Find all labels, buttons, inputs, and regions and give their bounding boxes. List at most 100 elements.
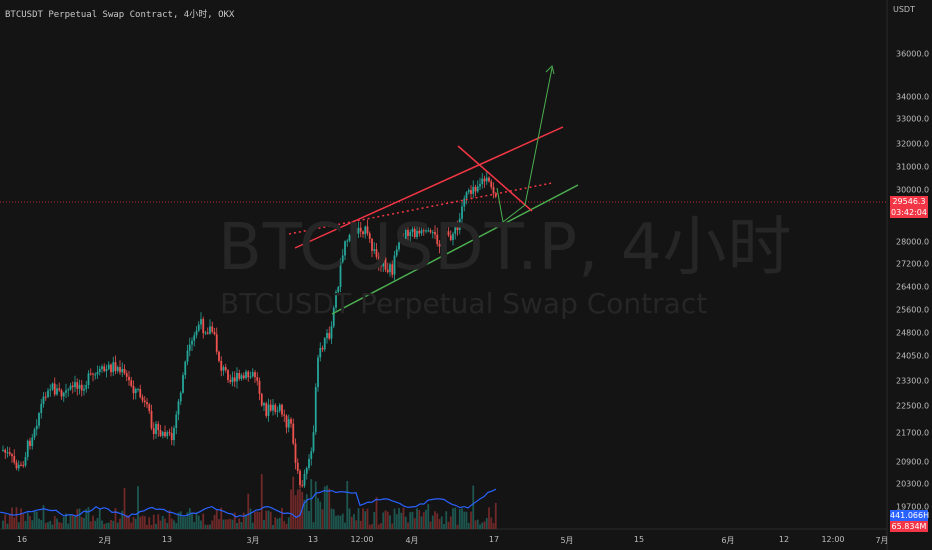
candle	[112, 362, 115, 373]
candle	[427, 230, 430, 232]
volume-bar	[2, 520, 4, 529]
volume-bar	[40, 519, 43, 529]
volume-bar	[114, 507, 117, 529]
volume-bar	[58, 522, 61, 529]
volume-bar	[404, 516, 407, 529]
candle	[170, 432, 173, 441]
candle	[393, 255, 396, 275]
candle	[107, 364, 110, 370]
candle	[391, 264, 394, 275]
candle	[249, 376, 252, 378]
volume-bar	[290, 489, 292, 529]
candle	[161, 432, 164, 436]
candle	[384, 257, 387, 270]
candle	[355, 228, 358, 234]
candle	[148, 404, 151, 411]
volume-bar	[285, 523, 288, 529]
volume-bar	[274, 517, 277, 529]
volume-bar	[87, 507, 90, 529]
volume-bar	[202, 513, 205, 529]
volume-bar	[254, 512, 256, 529]
candle	[62, 392, 65, 397]
volume-bar	[206, 524, 209, 529]
candle	[229, 380, 232, 382]
candle	[240, 375, 243, 379]
candle	[425, 230, 427, 232]
candle	[431, 232, 434, 234]
volume-bar	[440, 516, 443, 529]
time-tick-label: 16	[16, 535, 28, 544]
candle	[467, 190, 470, 193]
candle	[71, 385, 74, 388]
volume-bar	[76, 509, 79, 529]
time-tick-label: 13	[161, 535, 173, 544]
candle	[85, 384, 88, 389]
volume-bar	[265, 510, 268, 529]
candle	[402, 238, 405, 240]
candle	[256, 377, 259, 381]
candle	[76, 382, 79, 389]
volume-bar	[294, 495, 297, 529]
candle	[292, 423, 295, 444]
volume-bar	[377, 524, 380, 529]
channel-lower-line	[331, 184, 579, 315]
candle	[494, 193, 497, 197]
candle	[339, 262, 342, 288]
volume-bar	[161, 516, 164, 529]
price-tick-label: 33000.0	[896, 114, 930, 124]
volume-bar	[121, 510, 124, 529]
candle	[400, 238, 403, 243]
volume-bar	[359, 520, 362, 529]
time-tick-label: 3月	[246, 536, 260, 545]
candle	[371, 238, 373, 251]
candle	[296, 462, 299, 471]
candle	[116, 367, 119, 372]
volume-bar	[229, 518, 232, 529]
candle	[168, 432, 171, 434]
candle	[177, 401, 180, 415]
candle	[202, 319, 205, 334]
volume-bar	[101, 520, 103, 529]
candle	[143, 400, 146, 403]
candle	[294, 443, 297, 463]
volume-bar	[479, 524, 481, 529]
volume-bar	[332, 509, 335, 529]
candle	[146, 402, 148, 405]
breakout-red-line	[457, 145, 533, 212]
volume-bar	[134, 518, 137, 529]
candle	[366, 226, 369, 234]
volume-bar	[335, 515, 337, 529]
candle	[175, 414, 178, 428]
candle	[481, 178, 484, 185]
volume-bar	[380, 523, 382, 529]
volume-bar	[24, 520, 27, 529]
volume-bar	[179, 511, 182, 529]
volume-bar	[470, 511, 472, 529]
volume-bar	[31, 520, 34, 529]
volume-bar	[51, 524, 54, 529]
volume-bar	[191, 512, 193, 529]
price-tick-label: 32000.0	[896, 139, 930, 149]
volume-bar	[278, 517, 281, 529]
volume-bar	[6, 523, 9, 529]
candle	[348, 235, 351, 241]
candle	[278, 404, 281, 411]
candle	[209, 326, 211, 334]
price-tick-label: 27200.0	[896, 259, 930, 269]
volume-bar	[407, 522, 409, 529]
price-tick-label: 30000.0	[896, 185, 930, 195]
volume-bar	[418, 510, 421, 529]
indicator-value-badge: 441.066H	[890, 510, 930, 521]
volume-bar	[449, 516, 452, 529]
candle	[128, 376, 130, 381]
candle	[443, 231, 445, 240]
candle	[337, 287, 340, 292]
candle	[488, 177, 490, 182]
candle	[206, 332, 209, 334]
volume-bar	[195, 513, 198, 529]
candle	[49, 389, 52, 391]
candle	[80, 384, 83, 391]
candle	[483, 178, 486, 182]
volume-bar	[209, 524, 211, 529]
